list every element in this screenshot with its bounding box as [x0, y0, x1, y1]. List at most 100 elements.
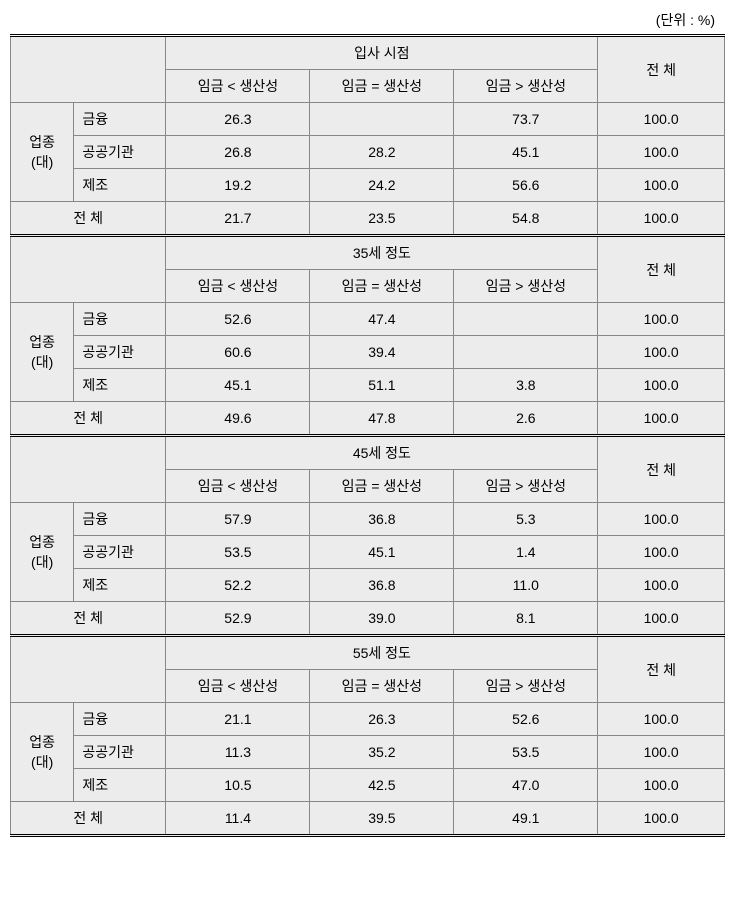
cell-gt: 73.7	[454, 103, 598, 136]
cell-eq: 28.2	[310, 136, 454, 169]
header-blank	[11, 36, 166, 103]
header-blank	[11, 436, 166, 503]
row-category: 금융	[74, 103, 166, 136]
total-gt: 2.6	[454, 402, 598, 436]
cell-gt: 11.0	[454, 569, 598, 602]
col-lt-header: 임금 < 생산성	[166, 70, 310, 103]
cell-gt: 52.6	[454, 703, 598, 736]
total-row-label: 전 체	[11, 202, 166, 236]
total-total: 100.0	[598, 402, 725, 436]
cell-total: 100.0	[598, 736, 725, 769]
cell-eq: 24.2	[310, 169, 454, 202]
col-gt-header: 임금 > 생산성	[454, 270, 598, 303]
total-col-header: 전 체	[598, 236, 725, 303]
cell-total: 100.0	[598, 703, 725, 736]
cell-total: 100.0	[598, 503, 725, 536]
col-lt-header: 임금 < 생산성	[166, 270, 310, 303]
total-col-header: 전 체	[598, 636, 725, 703]
cell-lt: 53.5	[166, 536, 310, 569]
cell-total: 100.0	[598, 303, 725, 336]
section-header: 35세 정도	[166, 236, 598, 270]
header-blank	[11, 636, 166, 703]
cell-total: 100.0	[598, 769, 725, 802]
col-eq-header: 임금 = 생산성	[310, 70, 454, 103]
cell-total: 100.0	[598, 169, 725, 202]
cell-gt: 56.6	[454, 169, 598, 202]
total-gt: 8.1	[454, 602, 598, 636]
header-blank	[11, 236, 166, 303]
total-eq: 39.0	[310, 602, 454, 636]
cell-eq: 26.3	[310, 703, 454, 736]
section-header: 입사 시점	[166, 36, 598, 70]
cell-eq: 45.1	[310, 536, 454, 569]
total-total: 100.0	[598, 202, 725, 236]
total-eq: 23.5	[310, 202, 454, 236]
col-gt-header: 임금 > 생산성	[454, 670, 598, 703]
total-col-header: 전 체	[598, 36, 725, 103]
unit-label: (단위 : %)	[10, 10, 725, 30]
total-gt: 54.8	[454, 202, 598, 236]
row-category: 금융	[74, 503, 166, 536]
total-row-label: 전 체	[11, 602, 166, 636]
col-eq-header: 임금 = 생산성	[310, 270, 454, 303]
total-row-label: 전 체	[11, 802, 166, 836]
cell-gt	[454, 336, 598, 369]
cell-lt: 19.2	[166, 169, 310, 202]
row-category: 제조	[74, 569, 166, 602]
cell-total: 100.0	[598, 536, 725, 569]
cell-total: 100.0	[598, 336, 725, 369]
cell-lt: 57.9	[166, 503, 310, 536]
total-lt: 21.7	[166, 202, 310, 236]
cell-lt: 10.5	[166, 769, 310, 802]
row-category: 금융	[74, 303, 166, 336]
cell-eq: 47.4	[310, 303, 454, 336]
col-lt-header: 임금 < 생산성	[166, 470, 310, 503]
cell-gt: 1.4	[454, 536, 598, 569]
cell-eq: 35.2	[310, 736, 454, 769]
cell-total: 100.0	[598, 569, 725, 602]
col-eq-header: 임금 = 생산성	[310, 470, 454, 503]
cell-total: 100.0	[598, 369, 725, 402]
cell-lt: 26.3	[166, 103, 310, 136]
cell-lt: 45.1	[166, 369, 310, 402]
row-category: 제조	[74, 769, 166, 802]
row-group-label: 업종(대)	[11, 703, 74, 802]
col-lt-header: 임금 < 생산성	[166, 670, 310, 703]
cell-eq	[310, 103, 454, 136]
cell-gt: 3.8	[454, 369, 598, 402]
section-header: 55세 정도	[166, 636, 598, 670]
cell-lt: 52.2	[166, 569, 310, 602]
cell-gt	[454, 303, 598, 336]
cell-lt: 11.3	[166, 736, 310, 769]
cell-gt: 5.3	[454, 503, 598, 536]
col-gt-header: 임금 > 생산성	[454, 70, 598, 103]
total-eq: 47.8	[310, 402, 454, 436]
row-group-label: 업종(대)	[11, 103, 74, 202]
cell-lt: 52.6	[166, 303, 310, 336]
col-gt-header: 임금 > 생산성	[454, 470, 598, 503]
total-eq: 39.5	[310, 802, 454, 836]
data-table: 입사 시점전 체임금 < 생산성임금 = 생산성임금 > 생산성업종(대)금융2…	[10, 34, 725, 837]
col-eq-header: 임금 = 생산성	[310, 670, 454, 703]
row-category: 제조	[74, 369, 166, 402]
row-category: 제조	[74, 169, 166, 202]
total-row-label: 전 체	[11, 402, 166, 436]
row-group-label: 업종(대)	[11, 503, 74, 602]
cell-gt: 45.1	[454, 136, 598, 169]
section-header: 45세 정도	[166, 436, 598, 470]
cell-eq: 36.8	[310, 503, 454, 536]
cell-total: 100.0	[598, 103, 725, 136]
total-lt: 52.9	[166, 602, 310, 636]
cell-lt: 21.1	[166, 703, 310, 736]
cell-eq: 39.4	[310, 336, 454, 369]
total-lt: 11.4	[166, 802, 310, 836]
cell-eq: 36.8	[310, 569, 454, 602]
cell-total: 100.0	[598, 136, 725, 169]
total-total: 100.0	[598, 602, 725, 636]
cell-eq: 42.5	[310, 769, 454, 802]
row-category: 금융	[74, 703, 166, 736]
cell-lt: 60.6	[166, 336, 310, 369]
row-category: 공공기관	[74, 136, 166, 169]
row-group-label: 업종(대)	[11, 303, 74, 402]
cell-lt: 26.8	[166, 136, 310, 169]
